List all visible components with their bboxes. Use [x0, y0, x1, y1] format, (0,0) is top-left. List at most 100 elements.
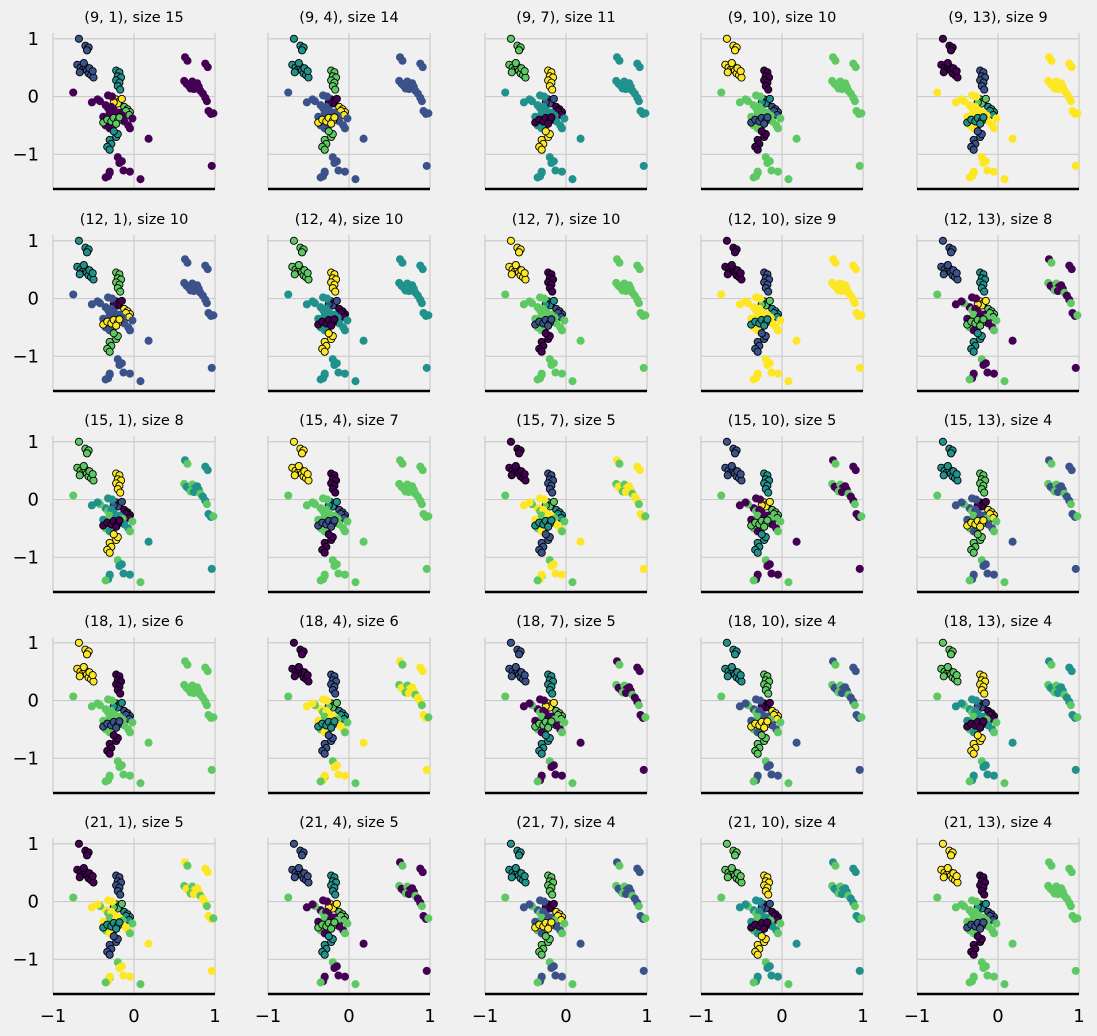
scatter-point: [969, 972, 978, 981]
scatter-point: [939, 672, 948, 681]
scatter-point: [776, 919, 785, 928]
scatter-point: [735, 702, 744, 711]
scatter-point: [128, 919, 137, 928]
subplot-panel: (15, 7), size 5: [484, 413, 650, 594]
scatter-point: [294, 461, 303, 471]
scatter-point: [1073, 713, 1082, 722]
scatter-point: [933, 893, 942, 902]
scatter-point: [544, 119, 553, 128]
scatter-point: [320, 972, 329, 981]
scatter-point: [422, 363, 431, 372]
scatter-point: [330, 762, 339, 772]
subplot-panel: (9, 7), size 11: [484, 10, 650, 191]
scatter-point: [359, 336, 368, 345]
subplot-panel: (9, 4), size 14: [267, 10, 433, 191]
scatter-point: [943, 58, 952, 68]
scatter-point: [320, 369, 329, 378]
scatter-point: [351, 377, 360, 386]
scatter-point: [1071, 161, 1080, 170]
subplot-title: (21, 7), size 4: [516, 815, 615, 831]
scatter-point: [765, 296, 774, 305]
scatter-point: [74, 638, 83, 647]
scatter-point: [857, 311, 866, 320]
scatter-point: [551, 971, 560, 980]
scatter-point: [968, 494, 977, 503]
scatter-point: [933, 290, 942, 299]
scatter-point: [850, 299, 859, 308]
subplot-panel: (21, 7), size 4 −1 0 1: [472, 815, 653, 1027]
scatter-point: [69, 290, 78, 299]
scatter-point: [398, 56, 407, 65]
scatter-point: [763, 918, 772, 927]
scatter-point: [511, 863, 520, 873]
scatter-point: [576, 134, 585, 143]
scatter-point: [938, 34, 947, 43]
scatter-point: [109, 329, 118, 338]
scatter-point: [82, 851, 92, 860]
scatter-point: [398, 660, 407, 669]
scatter-point: [537, 145, 546, 154]
subplot-title: (9, 1), size 15: [84, 10, 183, 26]
scatter-point: [792, 537, 801, 546]
scatter-point: [969, 347, 978, 356]
scatter-point: [330, 918, 339, 927]
scatter-point: [125, 972, 134, 981]
subplot-panel: (15, 4), size 7: [267, 413, 433, 594]
scatter-point: [765, 899, 774, 908]
scatter-point: [284, 692, 293, 701]
scatter-point: [351, 175, 360, 184]
scatter-point: [757, 127, 766, 136]
scatter-point: [541, 329, 550, 338]
scatter-point: [290, 68, 299, 77]
scatter-point: [340, 972, 350, 981]
scatter-point: [332, 497, 341, 506]
scatter-point: [548, 287, 557, 296]
scatter-point: [290, 873, 299, 882]
scatter-point: [359, 738, 368, 747]
scatter-point: [1047, 56, 1056, 65]
scatter-point: [753, 950, 762, 959]
scatter-point: [551, 569, 560, 578]
scatter-point: [851, 667, 860, 676]
subplot-panel: (12, 7), size 10: [484, 212, 650, 393]
scatter-point: [946, 248, 956, 257]
scatter-point: [727, 58, 736, 68]
scatter-point: [511, 461, 520, 471]
scatter-point: [973, 329, 982, 338]
scatter-point: [850, 500, 859, 509]
scatter-point: [831, 459, 840, 468]
scatter-point: [520, 470, 529, 479]
scatter-point: [302, 501, 311, 510]
subplot-title: (9, 10), size 10: [728, 10, 837, 26]
y-tick-label: 1: [28, 231, 39, 252]
scatter-point: [736, 269, 745, 278]
subplot-panel: (9, 13), size 9: [916, 10, 1082, 191]
scatter-point: [773, 369, 783, 378]
scatter-point: [641, 713, 650, 722]
scatter-point: [544, 723, 553, 732]
scatter-point: [969, 570, 978, 579]
scatter-point: [115, 315, 124, 324]
scatter-point: [289, 236, 298, 245]
scatter-point: [976, 924, 985, 933]
scatter-point: [340, 326, 350, 335]
scatter-point: [207, 966, 216, 975]
scatter-point: [933, 88, 942, 97]
x-tick-label: 0: [128, 1006, 139, 1027]
scatter-point: [109, 932, 118, 941]
scatter-point: [939, 68, 948, 77]
scatter-point: [752, 494, 761, 503]
scatter-point: [549, 899, 558, 908]
scatter-point: [417, 299, 426, 308]
scatter-point: [784, 377, 793, 386]
subplot-panel: (18, 1), size 6 −1 0 1: [12, 614, 218, 795]
scatter-point: [634, 97, 643, 106]
scatter-point: [136, 377, 145, 386]
scatter-point: [514, 449, 524, 458]
scatter-point: [101, 777, 110, 786]
scatter-point: [938, 839, 947, 848]
scatter-point: [979, 360, 988, 370]
scatter-point: [757, 932, 766, 941]
subplot-panel: (18, 10), size 4: [700, 614, 866, 795]
scatter-point: [422, 765, 431, 774]
